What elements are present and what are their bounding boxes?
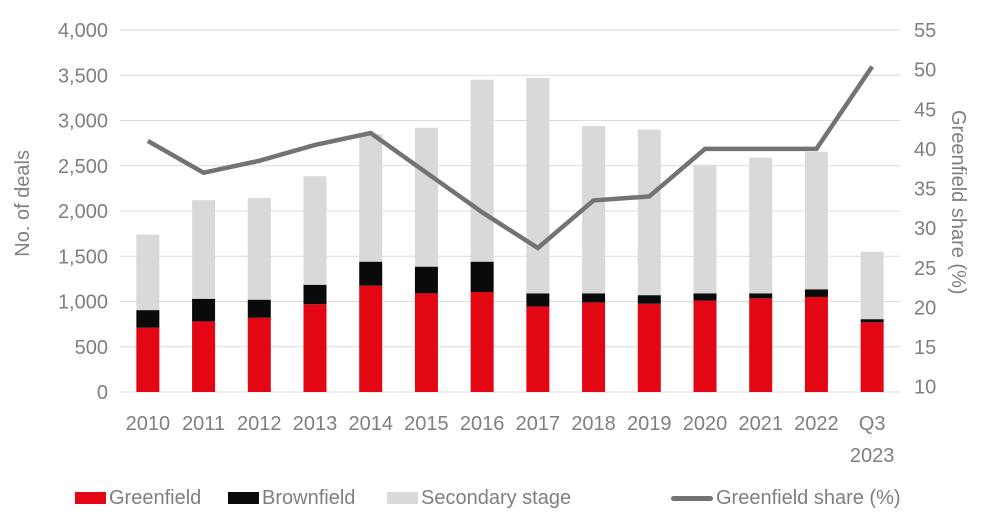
right-axis-tick-label: 45 <box>914 99 936 121</box>
bar-segment-greenfield <box>247 317 271 392</box>
bar-segment-greenfield <box>526 306 550 392</box>
brownfield-swatch-icon <box>228 492 259 504</box>
left-axis-tick-label: 1,500 <box>58 246 108 268</box>
bar-segment-brownfield <box>860 319 884 323</box>
bar-segment-secondary-stage <box>359 134 383 262</box>
category-label: 2019 <box>627 413 672 435</box>
bar-segment-secondary-stage <box>247 197 271 300</box>
bar-segment-secondary-stage <box>526 77 550 294</box>
legend-label-secondary-stage: Secondary stage <box>421 486 572 509</box>
category-label: 2010 <box>126 413 171 435</box>
bar-segment-greenfield <box>414 293 438 392</box>
category-label: 2022 <box>794 413 839 435</box>
category-label: 2014 <box>348 413 393 435</box>
legend-item-greenfield-share: Greenfield share (%) <box>671 484 901 512</box>
category-label-line2: 2023 <box>850 445 895 467</box>
left-axis-tick-label: 3,000 <box>58 111 108 133</box>
left-axis-title: No. of deals <box>12 150 34 257</box>
bar-segment-secondary-stage <box>804 151 828 290</box>
category-label: 2021 <box>738 413 783 435</box>
category-label: 2012 <box>237 413 282 435</box>
bar-segment-greenfield <box>637 303 661 392</box>
bar-segment-brownfield <box>749 293 773 299</box>
right-axis-tick-label: 50 <box>914 60 936 82</box>
greenfield-share-line-swatch-icon <box>671 495 713 501</box>
right-axis-tick-label: 25 <box>914 258 936 280</box>
bar-segment-greenfield <box>749 298 773 392</box>
right-axis-tick-label: 55 <box>914 20 936 42</box>
right-axis-tick-label: 10 <box>914 377 936 399</box>
bar-segment-brownfield <box>582 293 606 303</box>
bar-segment-brownfield <box>136 310 160 328</box>
category-label: 2016 <box>460 413 505 435</box>
greenfield-share-line <box>146 65 875 251</box>
bar-segment-brownfield <box>192 298 216 322</box>
category-label: 2011 <box>182 413 225 435</box>
bar-segment-secondary-stage <box>860 251 884 320</box>
legend-item-brownfield: Brownfield <box>228 484 355 512</box>
left-axis-tick-label: 500 <box>75 337 108 359</box>
legend-item-greenfield: Greenfield <box>75 484 201 512</box>
left-axis-tick-label: 1,000 <box>58 292 108 314</box>
bar-segment-secondary-stage <box>192 200 216 299</box>
bar-segment-greenfield <box>860 322 884 392</box>
left-axis-tick-label: 2,500 <box>58 156 108 178</box>
bar-segment-secondary-stage <box>693 164 717 294</box>
bar-segment-brownfield <box>470 261 494 292</box>
greenfield-swatch-icon <box>75 492 106 504</box>
legend-item-secondary-stage: Secondary stage <box>387 484 571 512</box>
category-label: Q3 <box>859 413 886 435</box>
category-label: 2018 <box>571 413 616 435</box>
category-label: 2017 <box>516 413 561 435</box>
bar-segment-secondary-stage <box>136 234 160 311</box>
right-axis-tick-label: 35 <box>914 179 936 201</box>
bar-segment-greenfield <box>359 285 383 392</box>
bar-segment-brownfield <box>637 295 661 304</box>
right-axis-tick-label: 15 <box>914 337 936 359</box>
bar-segment-brownfield <box>303 284 327 305</box>
category-label: 2013 <box>293 413 338 435</box>
bar-segment-brownfield <box>359 261 383 286</box>
legend-label-greenfield-share: Greenfield share (%) <box>716 486 901 509</box>
right-axis-title: Greenfield share (%) <box>947 110 969 295</box>
bar-segment-greenfield <box>192 321 216 392</box>
bar-segment-secondary-stage <box>637 129 661 296</box>
legend-label-greenfield: Greenfield <box>109 486 202 509</box>
left-axis-tick-label: 4,000 <box>58 20 108 42</box>
bar-segment-greenfield <box>136 327 160 392</box>
legend: Greenfield Brownfield Secondary stage Gr… <box>0 484 982 516</box>
left-axis-tick-label: 0 <box>97 382 108 404</box>
category-label: 2020 <box>683 413 728 435</box>
bar-segment-brownfield <box>526 293 550 307</box>
right-axis-tick-label: 30 <box>914 218 936 240</box>
chart-canvas: 0 500 1,000 1,500 2,000 2,500 3,000 3,500 4,000 1… <box>58 20 936 467</box>
bar-segment-secondary-stage <box>470 79 494 262</box>
bar-segment-greenfield <box>470 291 494 392</box>
bar-segment-greenfield <box>804 296 828 392</box>
bar-segment-greenfield <box>582 302 606 392</box>
bar-segment-brownfield <box>804 289 828 297</box>
bar-segment-brownfield <box>247 299 271 318</box>
bar-segment-secondary-stage <box>749 157 773 294</box>
right-axis-tick-label: 40 <box>914 139 936 161</box>
right-axis-tick-label: 20 <box>914 297 936 319</box>
bar-segment-secondary-stage <box>303 176 327 285</box>
category-label: 2015 <box>404 413 449 435</box>
bar-segment-secondary-stage <box>414 127 438 267</box>
bar-segment-greenfield <box>303 304 327 392</box>
bar-segment-brownfield <box>693 293 717 301</box>
secondary-stage-swatch-icon <box>387 492 418 504</box>
legend-label-brownfield: Brownfield <box>262 486 356 509</box>
bar-segment-brownfield <box>414 266 438 294</box>
left-axis-tick-label: 3,500 <box>58 65 108 87</box>
bar-segment-greenfield <box>693 300 717 392</box>
bar-segment-secondary-stage <box>582 125 606 294</box>
left-axis-tick-label: 2,000 <box>58 201 108 223</box>
